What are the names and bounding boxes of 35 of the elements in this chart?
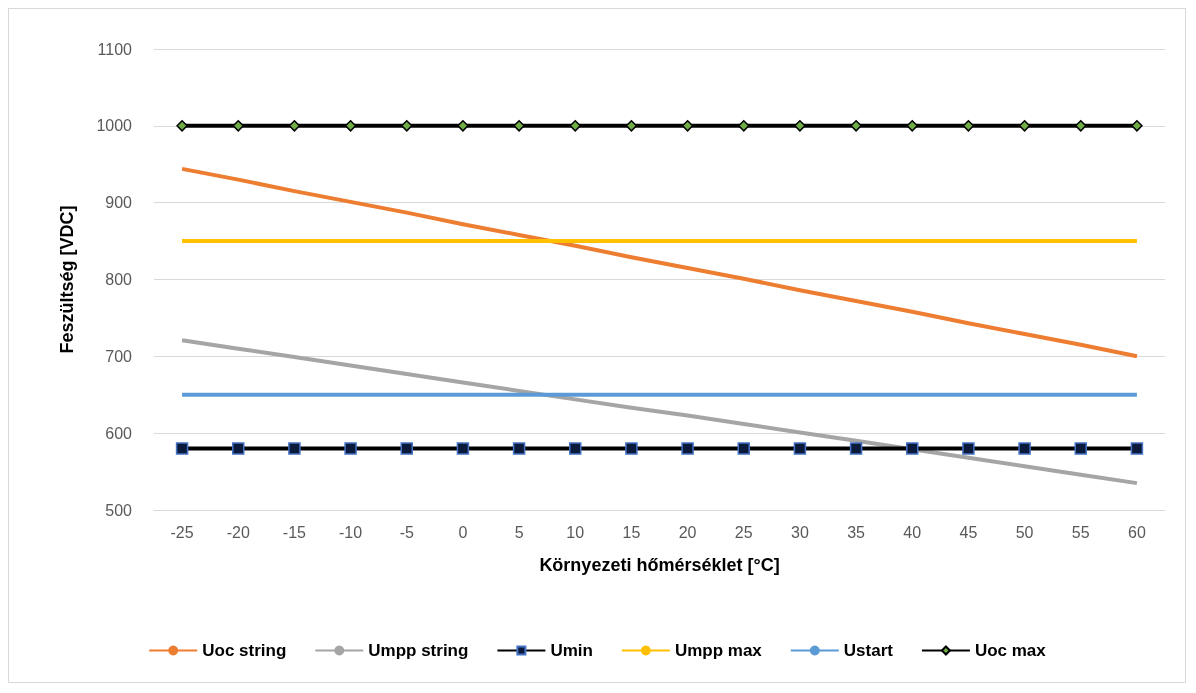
y-tick-label: 1100 [97, 40, 133, 58]
x-tick-label: 35 [847, 523, 866, 541]
x-tick-label: -10 [339, 523, 363, 541]
y-axis-title: Feszültség [VDC] [57, 205, 77, 354]
x-tick-label: -5 [399, 523, 414, 541]
y-tick-label: 1000 [96, 117, 133, 135]
y-tick-label: 900 [105, 194, 133, 212]
x-tick-label: 30 [791, 523, 809, 541]
x-tick-label: 45 [959, 523, 978, 541]
x-tick-label: 50 [1015, 523, 1034, 541]
x-tick-label: 15 [622, 523, 641, 541]
x-tick-label: 55 [1071, 523, 1090, 541]
x-tick-label: -25 [170, 523, 194, 541]
x-tick-label: 40 [903, 523, 922, 541]
legend-label: Uoc max [974, 641, 1047, 660]
legend-label: Umpp max [674, 641, 763, 660]
y-tick-label: 500 [105, 501, 133, 519]
x-tick-label: 20 [678, 523, 697, 541]
legend-label: Umpp string [368, 641, 469, 660]
x-tick-label: -20 [226, 523, 250, 541]
legend-label: Umin [550, 641, 593, 660]
legend-label: Ustart [843, 641, 894, 660]
x-tick-label: 10 [566, 523, 585, 541]
line-series [180, 338, 1139, 486]
legend-label: Uoc string [202, 641, 287, 660]
line-series [180, 166, 1139, 359]
x-tick-label: 0 [458, 523, 468, 541]
x-tick-label: -15 [282, 523, 307, 541]
x-tick-label: 5 [514, 523, 524, 541]
x-axis-title: Környezeti hőmérséklet [°C] [539, 555, 780, 575]
x-tick-label: 25 [734, 523, 753, 541]
y-tick-label: 700 [105, 347, 133, 365]
x-tick-label: 60 [1128, 523, 1146, 541]
y-tick-label: 600 [105, 424, 133, 442]
y-tick-label: 800 [105, 271, 133, 288]
